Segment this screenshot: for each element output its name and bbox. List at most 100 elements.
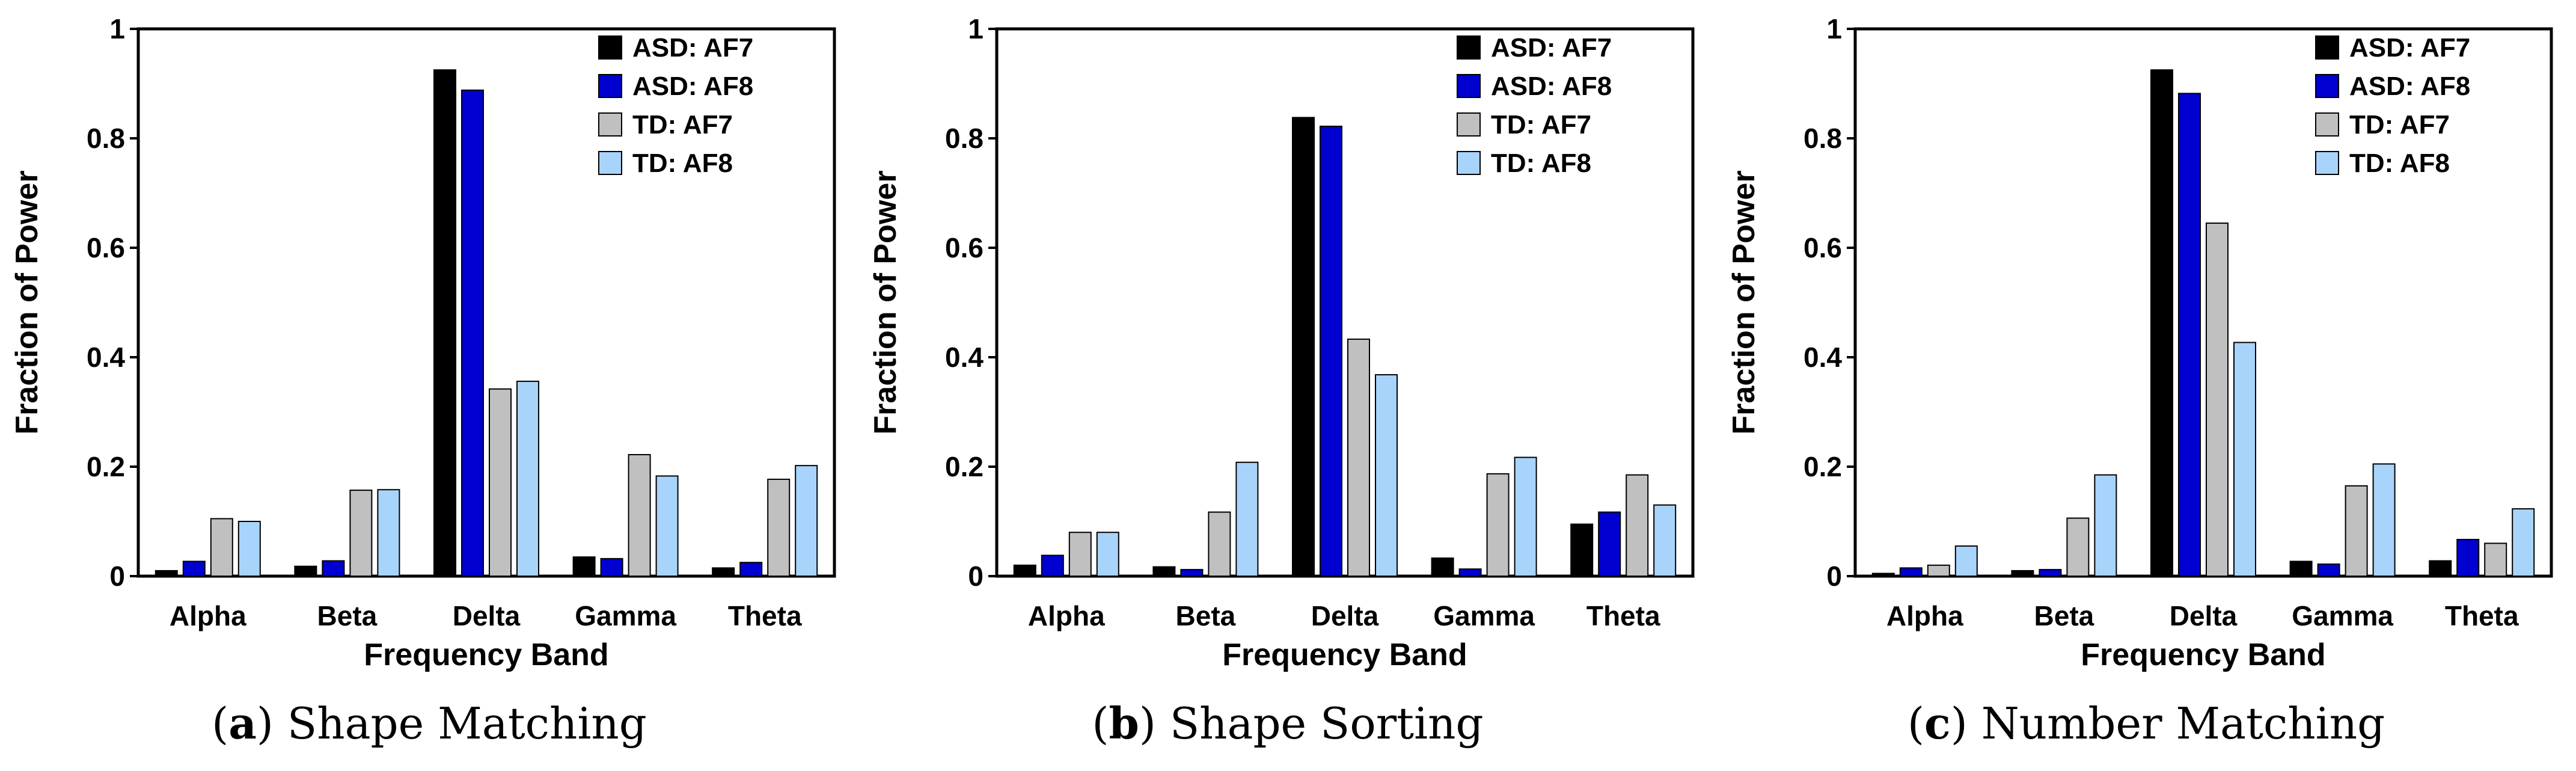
bar [2429,560,2452,577]
legend-label: ASD: AF8 [2349,72,2470,101]
bar [154,570,178,577]
x-tick-label: Beta [1176,600,1236,631]
y-tick-label: 1 [1826,13,1842,45]
legend-swatch [1457,151,1481,175]
bar [2289,561,2313,577]
bar [739,562,763,577]
legend-swatch [2315,151,2339,175]
y-tick-label: 0.6 [87,232,125,263]
legend-swatch [598,74,622,98]
legend-label: ASD: AF7 [2349,33,2470,63]
y-tick-label: 0.8 [1804,123,1842,154]
legend-swatch [2315,112,2339,137]
bar [322,560,345,577]
y-axis-title: Fraction of Power [10,170,44,434]
y-tick-label: 0.4 [87,342,125,373]
legend-swatch [2315,74,2339,98]
y-tick-label: 0.4 [1804,342,1842,373]
legend-label: ASD: AF7 [632,33,753,63]
bar [2372,463,2396,577]
bar [2484,542,2507,577]
legend-swatch [1457,74,1481,98]
y-tick-label: 0.2 [87,451,125,482]
chart-caption: (c) Number Matching [1907,698,2385,749]
bar [294,565,317,577]
bar [655,475,679,577]
legend-label: ASD: AF7 [1491,33,1612,63]
legend-label: TD: AF8 [1491,149,1591,178]
bar [600,558,623,577]
bar [377,489,400,577]
y-tick-label: 0.8 [87,123,125,154]
legend-label: TD: AF8 [632,149,733,178]
bar [1013,564,1036,577]
x-tick-label: Beta [317,600,378,631]
bar [1208,511,1231,577]
chart-panel-c: 0 0.2 0.4 0.6 0.8 1 Alpha Beta Delta Gamma Theta Fr… [1717,0,2575,771]
chart-svg: 0 0.2 0.4 0.6 0.8 1 Alpha Beta Delta Gamma Theta Fr… [1727,13,2553,672]
bar [2039,569,2062,577]
bar [2206,223,2229,577]
bar [1458,568,1482,577]
bar [1899,567,1923,577]
plot-frame [136,27,836,578]
x-axis-title: Frequency Band [364,637,608,672]
chart-panel-b: 0 0.2 0.4 0.6 0.8 1 Alpha Beta Delta Gamma Theta Fr… [858,0,1717,771]
x-axis-title: Frequency Band [2081,637,2325,672]
y-tick-label: 1 [968,13,984,45]
x-tick-label: Theta [2445,600,2519,631]
bar [628,453,651,577]
bar [489,388,512,577]
bar [1041,554,1064,577]
caption-text: Shape Matching [287,698,647,749]
legend-swatch [1457,112,1481,137]
bar [572,556,596,577]
bar [2066,517,2090,577]
bar [795,465,818,577]
bar [1927,564,1950,577]
legend-swatch [598,35,622,60]
legend-swatch [598,112,622,137]
legend-label: TD: AF7 [2349,110,2450,140]
bar [461,89,484,577]
bar [2011,570,2034,577]
bar [1152,566,1176,577]
y-axis-title: Fraction of Power [1727,170,1761,434]
bar [516,381,539,577]
plot-frame [1853,27,2553,578]
caption-letter: b [1109,698,1139,749]
bar [2345,485,2368,577]
bar [2512,508,2535,577]
bar [1954,545,1978,577]
y-tick-label: 1 [109,13,125,45]
y-tick-label: 0.2 [1804,451,1842,482]
bar [2178,93,2201,577]
bar [2317,563,2340,577]
legend-swatch [1457,35,1481,60]
bar [1653,504,1677,577]
y-axis-title: Fraction of Power [868,170,903,434]
legend-swatch [598,151,622,175]
bar [2150,69,2173,577]
bar [1570,523,1594,577]
bar [1347,338,1370,577]
y-tick-label: 0.6 [1804,232,1842,263]
bar [1598,511,1621,577]
bar [433,69,456,577]
bar [2094,474,2117,577]
x-tick-label: Alpha [1886,600,1963,631]
legend-label: TD: AF7 [1491,110,1591,140]
bar [237,521,261,577]
bar [1514,456,1537,577]
x-tick-label: Delta [1311,600,1379,631]
bar [1871,573,1895,577]
x-axis-title: Frequency Band [1222,637,1467,672]
caption-text: Number Matching [1981,698,2385,749]
bar [2233,342,2256,577]
x-tick-label: Delta [453,600,521,631]
caption-letter: a [228,698,257,749]
legend-label: ASD: AF8 [632,72,753,101]
chart-svg: 0 0.2 0.4 0.6 0.8 1 Alpha Beta Delta Gamma Theta Fr… [868,13,1695,672]
legend-label: ASD: AF8 [1491,72,1612,101]
x-tick-label: Delta [2170,600,2238,631]
